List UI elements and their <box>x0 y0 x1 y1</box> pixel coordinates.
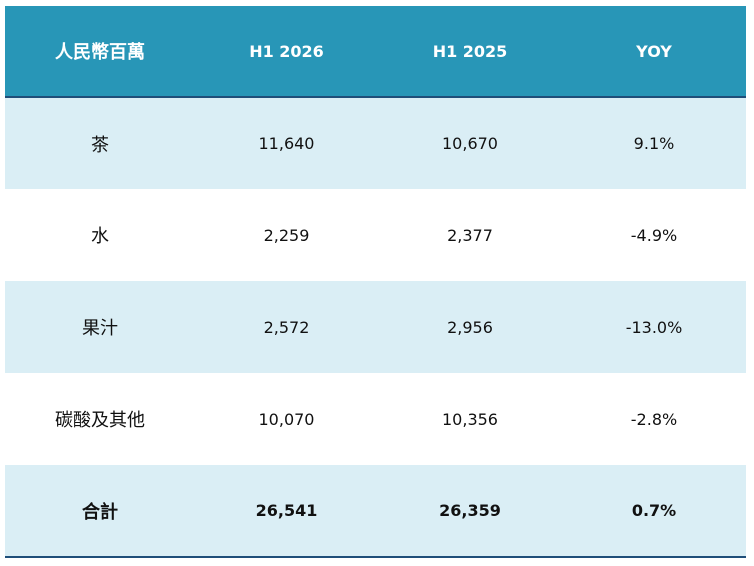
revenue-by-category-table: 人民幣百萬 H1 2026 H1 2025 YOY 茶 11,640 10,67… <box>5 6 746 558</box>
row-label: 碳酸及其他 <box>55 410 145 431</box>
table-row: 茶 11,640 10,670 9.1% <box>5 97 746 189</box>
header-yoy: YOY <box>562 6 746 98</box>
cell-yoy: 9.1% <box>633 134 675 153</box>
cell-h1-2025: 10,356 <box>442 409 498 429</box>
total-label: 合計 <box>5 465 195 558</box>
total-h1-2026: 26,541 <box>195 465 378 558</box>
total-h1-2025: 26,359 <box>378 465 562 558</box>
revenue-table-container: 人民幣百萬 H1 2026 H1 2025 YOY 茶 11,640 10,67… <box>5 6 746 558</box>
header-h1-2025: H1 2025 <box>378 6 562 98</box>
row-label: 果汁 <box>82 318 118 339</box>
table-header-row: 人民幣百萬 H1 2026 H1 2025 YOY <box>5 6 746 98</box>
cell-yoy: -13.0% <box>625 317 683 337</box>
cell-yoy: -2.8% <box>630 409 678 429</box>
header-unit: 人民幣百萬 <box>5 6 195 98</box>
cell-h1-2026: 11,640 <box>258 134 315 153</box>
cell-h1-2026: 2,259 <box>263 225 310 245</box>
total-row: 合計 26,541 26,359 0.7% <box>5 465 746 558</box>
table-row: 果汁 2,572 2,956 -13.0% <box>5 281 746 373</box>
row-label: 水 <box>91 226 109 247</box>
table-row: 碳酸及其他 10,070 10,356 -2.8% <box>5 373 746 465</box>
cell-yoy: -4.9% <box>630 225 678 245</box>
row-label: 茶 <box>91 134 109 156</box>
cell-h1-2025: 2,377 <box>447 225 493 245</box>
header-h1-2026: H1 2026 <box>195 6 378 98</box>
table-row: 水 2,259 2,377 -4.9% <box>5 189 746 281</box>
cell-h1-2026: 2,572 <box>263 317 310 337</box>
cell-h1-2025: 2,956 <box>447 317 493 337</box>
cell-h1-2026: 10,070 <box>258 409 315 429</box>
total-yoy: 0.7% <box>562 465 746 558</box>
cell-h1-2025: 10,670 <box>442 134 498 153</box>
